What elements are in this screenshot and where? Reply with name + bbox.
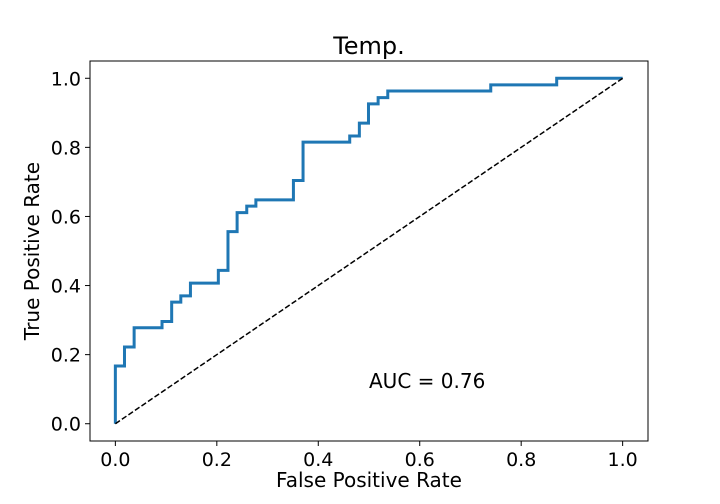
y-tick-label: 1.0 <box>51 68 81 90</box>
roc-curve-line <box>113 76 623 424</box>
auc-annotation: AUC = 0.76 <box>369 369 485 393</box>
x-tick-label: 0.6 <box>405 449 435 471</box>
y-axis-label: True Positive Rate <box>20 162 44 341</box>
x-tick-label: 1.0 <box>608 449 638 471</box>
x-tick-label: 0.2 <box>202 449 232 471</box>
plot-area <box>113 76 624 425</box>
y-tick-label: 0.8 <box>51 137 81 159</box>
y-tick-label: 0.4 <box>51 276 81 298</box>
y-axis: 0.0 0.2 0.4 0.6 0.8 1.0 <box>51 68 90 436</box>
y-tick-label: 0.6 <box>51 206 81 228</box>
x-axis-label: False Positive Rate <box>276 468 462 492</box>
y-tick-label: 0.2 <box>51 345 81 367</box>
x-tick-label: 0.4 <box>303 449 333 471</box>
x-tick-label: 0.0 <box>100 449 130 471</box>
x-axis: 0.0 0.2 0.4 0.6 0.8 1.0 <box>100 441 638 471</box>
plot-frame <box>89 60 649 442</box>
x-tick-label: 0.8 <box>506 449 536 471</box>
y-tick-label: 0.0 <box>51 414 81 436</box>
chart-title: Temp. <box>332 32 405 60</box>
